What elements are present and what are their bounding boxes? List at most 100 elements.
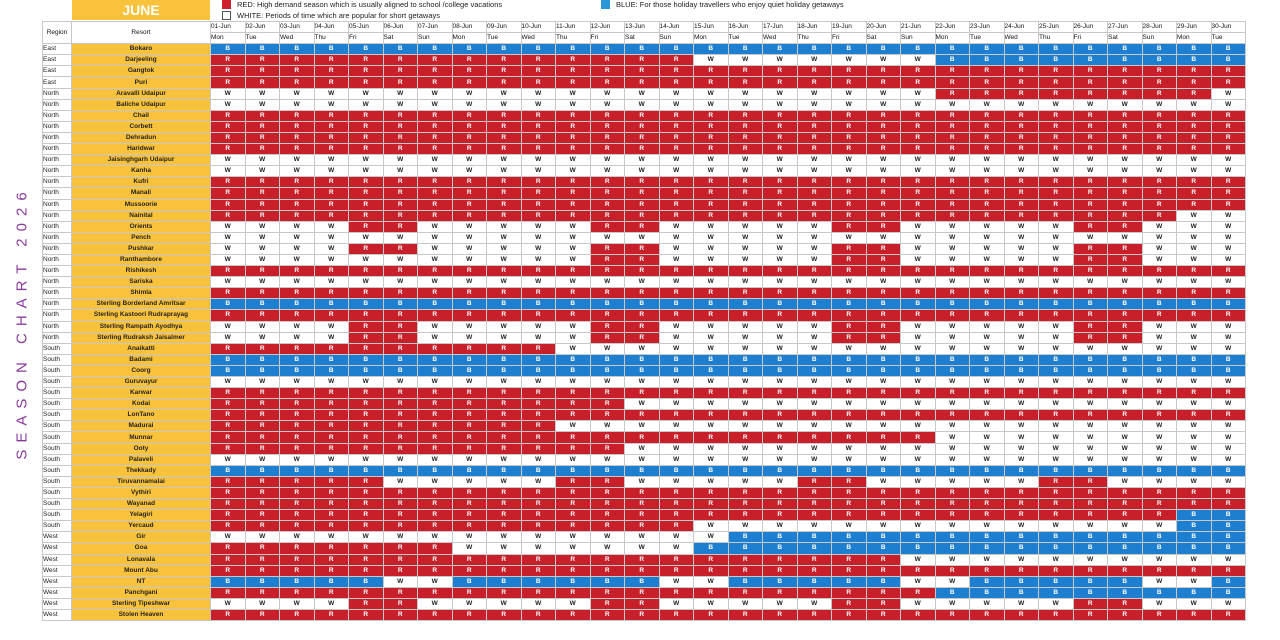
season-cell: R bbox=[796, 553, 832, 566]
season-cell: R bbox=[1072, 509, 1108, 522]
season-cell: R bbox=[1072, 198, 1108, 211]
season-cell: W bbox=[417, 597, 453, 610]
season-cell: R bbox=[624, 320, 660, 333]
date-header: 05-Jun bbox=[348, 20, 384, 34]
season-cell: W bbox=[934, 242, 970, 255]
season-cell: R bbox=[589, 409, 625, 422]
region-cell: North bbox=[42, 154, 72, 167]
season-cell: R bbox=[210, 475, 246, 488]
season-cell: R bbox=[589, 564, 625, 577]
season-cell: R bbox=[1141, 109, 1177, 122]
season-cell: W bbox=[796, 597, 832, 610]
season-cell: W bbox=[348, 165, 384, 178]
season-cell: R bbox=[658, 120, 694, 133]
season-cell: B bbox=[796, 43, 832, 56]
season-cell: R bbox=[1107, 109, 1143, 122]
season-cell: W bbox=[934, 520, 970, 533]
season-cell: R bbox=[624, 431, 660, 444]
season-cell: B bbox=[969, 531, 1005, 544]
season-cell: R bbox=[1210, 608, 1246, 622]
season-cell: R bbox=[520, 287, 556, 300]
season-cell: R bbox=[762, 431, 798, 444]
season-cell: W bbox=[555, 220, 591, 233]
resort-cell: Wayanad bbox=[71, 498, 211, 511]
season-cell: R bbox=[727, 65, 763, 78]
season-cell: R bbox=[727, 287, 763, 300]
season-cell: R bbox=[727, 553, 763, 566]
season-cell: B bbox=[727, 364, 763, 378]
season-cell: R bbox=[348, 187, 384, 200]
date-header: 11-Jun bbox=[555, 20, 591, 34]
season-cell: W bbox=[1141, 342, 1177, 355]
region-cell: South bbox=[42, 464, 72, 477]
season-cell: B bbox=[1141, 542, 1177, 555]
season-cell: R bbox=[1072, 608, 1108, 622]
season-cell: R bbox=[900, 387, 936, 400]
season-cell: R bbox=[555, 387, 591, 400]
table-row: West Sterling Tipeshwar W W W W R R W W W W W R R W W W W W… bbox=[42, 597, 1246, 610]
season-cell: R bbox=[1210, 287, 1246, 300]
season-cell: W bbox=[727, 453, 763, 466]
season-cell: W bbox=[1141, 98, 1177, 111]
season-cell: W bbox=[1003, 597, 1039, 610]
season-cell: W bbox=[969, 220, 1005, 233]
season-cell: R bbox=[279, 586, 315, 599]
season-cell: R bbox=[1107, 253, 1143, 267]
season-cell: W bbox=[313, 375, 349, 389]
season-cell: W bbox=[934, 442, 970, 455]
season-cell: B bbox=[1003, 531, 1039, 544]
season-cell: R bbox=[451, 498, 487, 511]
region-cell: South bbox=[42, 409, 72, 422]
season-cell: R bbox=[693, 209, 729, 222]
resort-cell: Haridwar bbox=[71, 143, 211, 156]
season-cell: R bbox=[210, 442, 246, 455]
season-cell: W bbox=[1003, 165, 1039, 178]
season-cell: W bbox=[1003, 475, 1039, 488]
season-cell: R bbox=[1107, 87, 1143, 100]
season-cell: W bbox=[727, 597, 763, 610]
season-cell: W bbox=[762, 320, 798, 333]
season-cell: R bbox=[658, 176, 694, 189]
season-cell: W bbox=[1107, 165, 1143, 178]
season-cell: W bbox=[210, 165, 246, 178]
season-cell: W bbox=[520, 331, 556, 344]
season-cell: R bbox=[417, 143, 453, 156]
season-cell: W bbox=[417, 331, 453, 344]
season-cell: B bbox=[624, 353, 660, 366]
season-cell: B bbox=[624, 364, 660, 378]
season-cell: R bbox=[727, 265, 763, 278]
season-cell: W bbox=[382, 276, 418, 289]
season-cell: R bbox=[589, 209, 625, 222]
season-cell: W bbox=[1038, 431, 1074, 444]
season-cell: R bbox=[244, 553, 280, 566]
season-cell: W bbox=[934, 331, 970, 344]
season-cell: R bbox=[348, 131, 384, 145]
season-cell: W bbox=[348, 276, 384, 289]
region-cell: North bbox=[42, 298, 72, 311]
season-cell: B bbox=[624, 575, 660, 588]
season-cell: R bbox=[486, 187, 522, 200]
season-cell: R bbox=[417, 342, 453, 355]
season-cell: R bbox=[486, 65, 522, 78]
season-cell: W bbox=[831, 87, 867, 100]
season-cell: R bbox=[555, 498, 591, 511]
season-cell: R bbox=[934, 608, 970, 622]
season-cell: W bbox=[727, 520, 763, 533]
season-cell: R bbox=[348, 420, 384, 433]
season-cell: B bbox=[693, 542, 729, 555]
season-cell: B bbox=[762, 43, 798, 56]
season-cell: W bbox=[693, 165, 729, 178]
season-cell: R bbox=[693, 65, 729, 78]
season-cell: R bbox=[244, 520, 280, 533]
season-cell: R bbox=[417, 209, 453, 222]
season-cell: R bbox=[451, 198, 487, 211]
season-cell: R bbox=[831, 509, 867, 522]
season-cell: R bbox=[555, 176, 591, 189]
season-cell: W bbox=[900, 420, 936, 433]
season-cell: W bbox=[486, 375, 522, 389]
season-cell: W bbox=[727, 54, 763, 67]
season-cell: W bbox=[589, 87, 625, 100]
season-cell: B bbox=[520, 298, 556, 311]
season-cell: W bbox=[693, 242, 729, 255]
season-cell: W bbox=[313, 331, 349, 344]
